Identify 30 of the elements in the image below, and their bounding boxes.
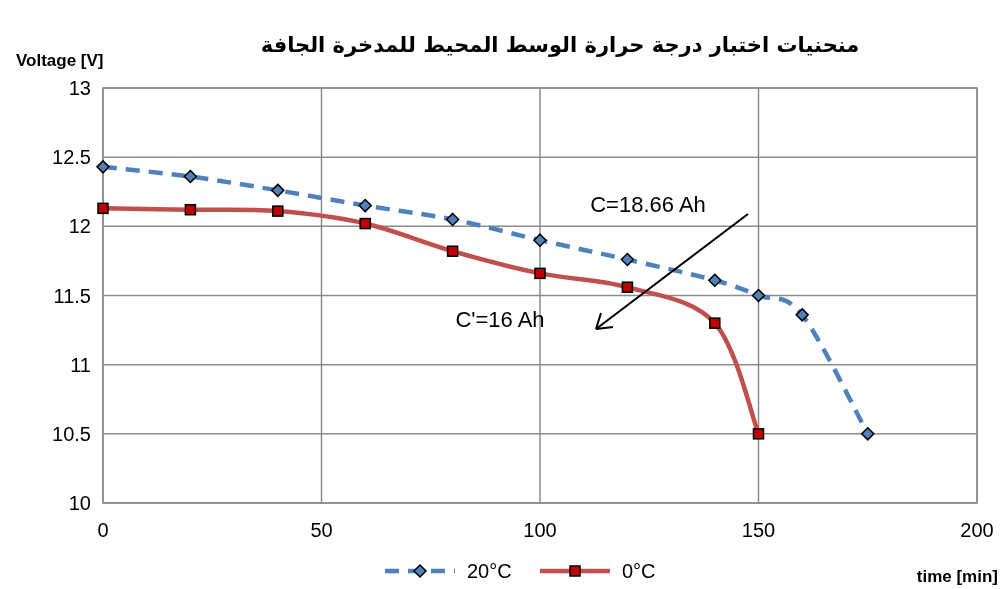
annotation: C'=16 Ah (455, 307, 545, 332)
y-axis-title: Voltage [V] (16, 51, 104, 70)
x-axis-title: time [min] (916, 567, 998, 586)
point (445, 212, 460, 227)
point (751, 288, 766, 303)
point (271, 183, 285, 198)
x-tick-label: 50 (310, 519, 333, 541)
y-tick-label: 12 (68, 215, 91, 238)
point (795, 308, 809, 322)
y-tick-label: 10.5 (52, 422, 91, 445)
y-tick-label: 11.5 (53, 284, 91, 307)
point (183, 169, 198, 184)
point (358, 198, 372, 213)
legend-label: 0°C (622, 560, 656, 582)
legend-label: 20°C (467, 560, 512, 582)
point (861, 427, 875, 441)
point (620, 252, 635, 267)
y-tick-label: 11 (70, 353, 91, 376)
x-tick-label: 150 (741, 519, 776, 541)
y-tick-label: 10 (68, 492, 91, 514)
point (708, 273, 722, 288)
x-tick-label: 200 (960, 519, 994, 541)
chart-title: منحنيات اختبار درجة حرارة الوسط المحيط للمدخرة الجافة (260, 33, 860, 57)
point (96, 160, 110, 174)
y-tick-label: 12.5 (52, 146, 91, 169)
x-tick-label: 0 (97, 519, 109, 541)
point (533, 233, 547, 247)
x-tick-label: 100 (523, 519, 557, 541)
y-tick-label: 13 (68, 77, 91, 99)
annotation: C=18.66 Ah (590, 192, 706, 217)
